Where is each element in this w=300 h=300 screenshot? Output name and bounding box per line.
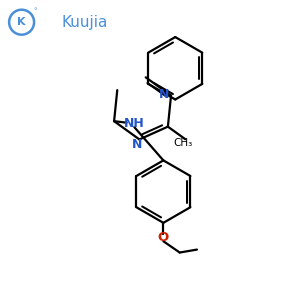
Text: CH₃: CH₃ xyxy=(173,138,193,148)
Text: O: O xyxy=(158,231,169,244)
Text: Kuujia: Kuujia xyxy=(62,15,108,30)
Text: NH: NH xyxy=(124,117,145,130)
Text: N: N xyxy=(132,138,142,151)
Text: N: N xyxy=(159,88,170,101)
Text: °: ° xyxy=(33,8,36,14)
Text: K: K xyxy=(17,17,26,27)
